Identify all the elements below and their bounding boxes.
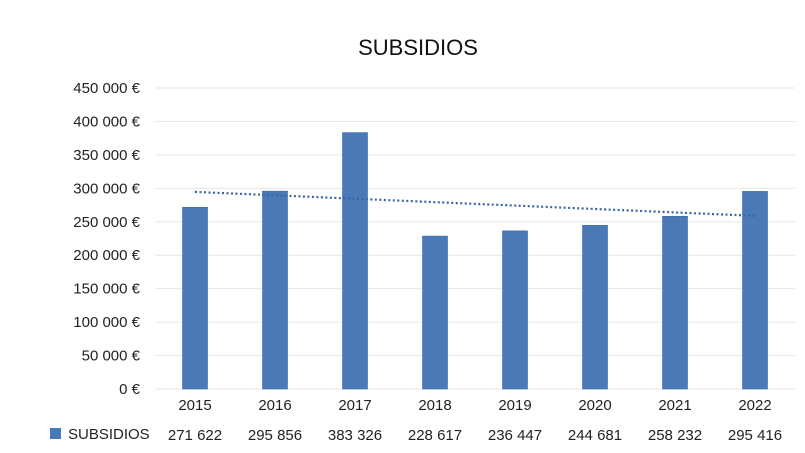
data-table-value: 244 681 <box>568 427 622 444</box>
y-tick-label: 400 000 € <box>73 113 140 130</box>
data-table-value: 236 447 <box>488 427 542 444</box>
legend-series-label: SUBSIDIOS <box>68 426 150 443</box>
y-tick-label: 200 000 € <box>73 247 140 264</box>
bar-2016 <box>262 190 288 390</box>
y-tick-label: 450 000 € <box>73 80 140 97</box>
x-axis-ticks: 2015 2016 2017 2018 2019 2020 2021 2022 <box>178 397 771 414</box>
data-table-value: 295 416 <box>728 427 782 444</box>
data-table-value: 271 622 <box>168 427 222 444</box>
data-table-value: 228 617 <box>408 427 462 444</box>
legend-swatch <box>50 428 61 439</box>
chart-title: SUBSIDIOS <box>358 35 478 60</box>
trendline <box>194 190 756 217</box>
y-tick-label: 100 000 € <box>73 314 140 331</box>
x-tick-label: 2022 <box>738 397 771 414</box>
trendline-layer <box>194 190 756 217</box>
bar-2022 <box>742 191 768 390</box>
bar-2020 <box>582 225 608 390</box>
bar-2019 <box>502 230 528 390</box>
x-tick-label: 2019 <box>498 397 531 414</box>
y-tick-label: 150 000 € <box>73 281 140 298</box>
x-tick-label: 2021 <box>658 397 691 414</box>
x-tick-label: 2015 <box>178 397 211 414</box>
data-table: SUBSIDIOS 271 622 295 856 383 326 228 617 23… <box>50 426 782 444</box>
x-tick-label: 2017 <box>338 397 371 414</box>
x-tick-label: 2018 <box>418 397 451 414</box>
data-table-value: 258 232 <box>648 427 702 444</box>
bars <box>182 132 768 390</box>
x-tick-label: 2020 <box>578 397 611 414</box>
bar-2021 <box>662 215 688 390</box>
bar-2017 <box>342 132 368 390</box>
y-tick-label: 250 000 € <box>73 214 140 231</box>
x-tick-label: 2016 <box>258 397 291 414</box>
y-tick-label: 350 000 € <box>73 147 140 164</box>
data-table-value: 295 856 <box>248 427 302 444</box>
bar-2015 <box>182 207 208 390</box>
y-axis-ticks: 0 € 50 000 € 100 000 € 150 000 € 200 000 € 25… <box>73 80 140 398</box>
data-table-value: 383 326 <box>328 427 382 444</box>
y-tick-label: 50 000 € <box>82 348 141 365</box>
y-tick-label: 0 € <box>119 381 141 398</box>
y-tick-label: 300 000 € <box>73 180 140 197</box>
bar-2018 <box>422 235 448 390</box>
gridlines <box>155 87 795 390</box>
